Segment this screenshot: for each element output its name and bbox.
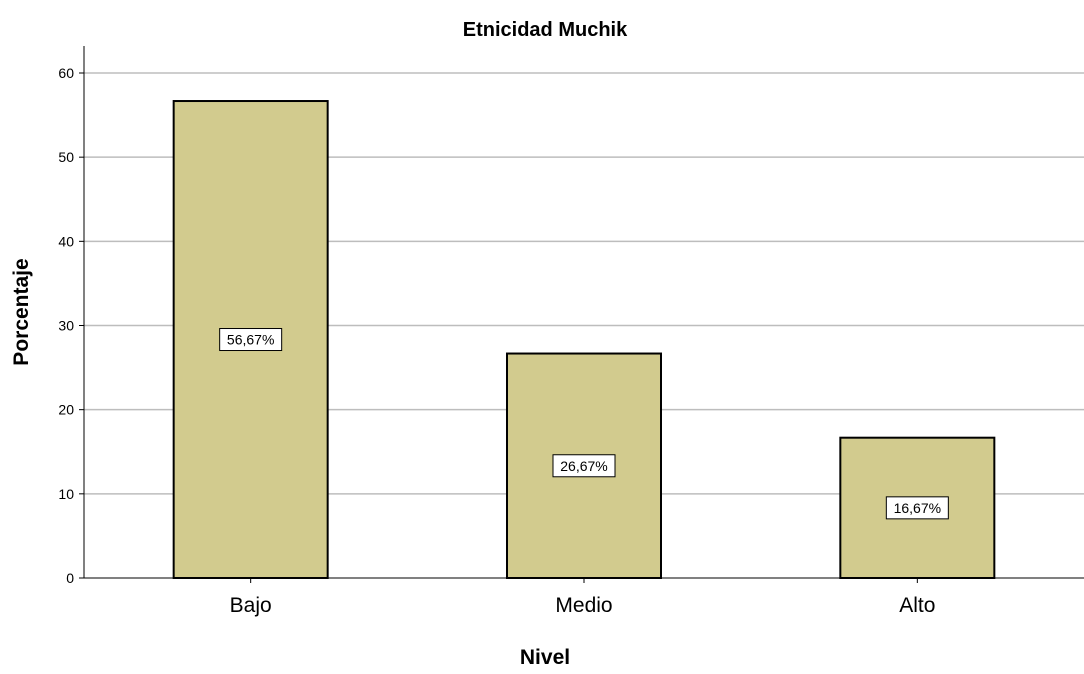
chart-title: Etnicidad Muchik: [463, 19, 628, 41]
data-label-box: [885, 496, 949, 520]
y-tick-label: 50: [58, 149, 74, 165]
y-tick-label: 0: [66, 570, 74, 586]
data-label: 56,67%: [227, 332, 274, 348]
y-tick-label: 30: [58, 318, 74, 334]
x-tick-label: Medio: [555, 594, 612, 617]
labels-layer: 56,67% 26,67% 16,67%: [219, 328, 949, 520]
bars-layer: [172, 100, 996, 579]
data-label-box: [219, 328, 283, 352]
data-label-box: [552, 454, 616, 478]
x-axis-title: Nivel: [520, 646, 570, 669]
y-tick-label: 20: [58, 402, 74, 418]
axes-layer: 0 10 20 30 40 50 60 Bajo Medio Alto: [58, 46, 1084, 617]
data-label: 26,67%: [560, 458, 607, 474]
x-tick-label: Bajo: [230, 594, 272, 617]
x-tick-label: Alto: [899, 594, 935, 617]
y-axis-title: Porcentaje: [10, 258, 33, 365]
y-tick-label: 60: [58, 65, 74, 81]
data-label: 16,67%: [894, 500, 941, 516]
y-tick-label: 10: [58, 486, 74, 502]
y-tick-label: 40: [58, 233, 74, 249]
